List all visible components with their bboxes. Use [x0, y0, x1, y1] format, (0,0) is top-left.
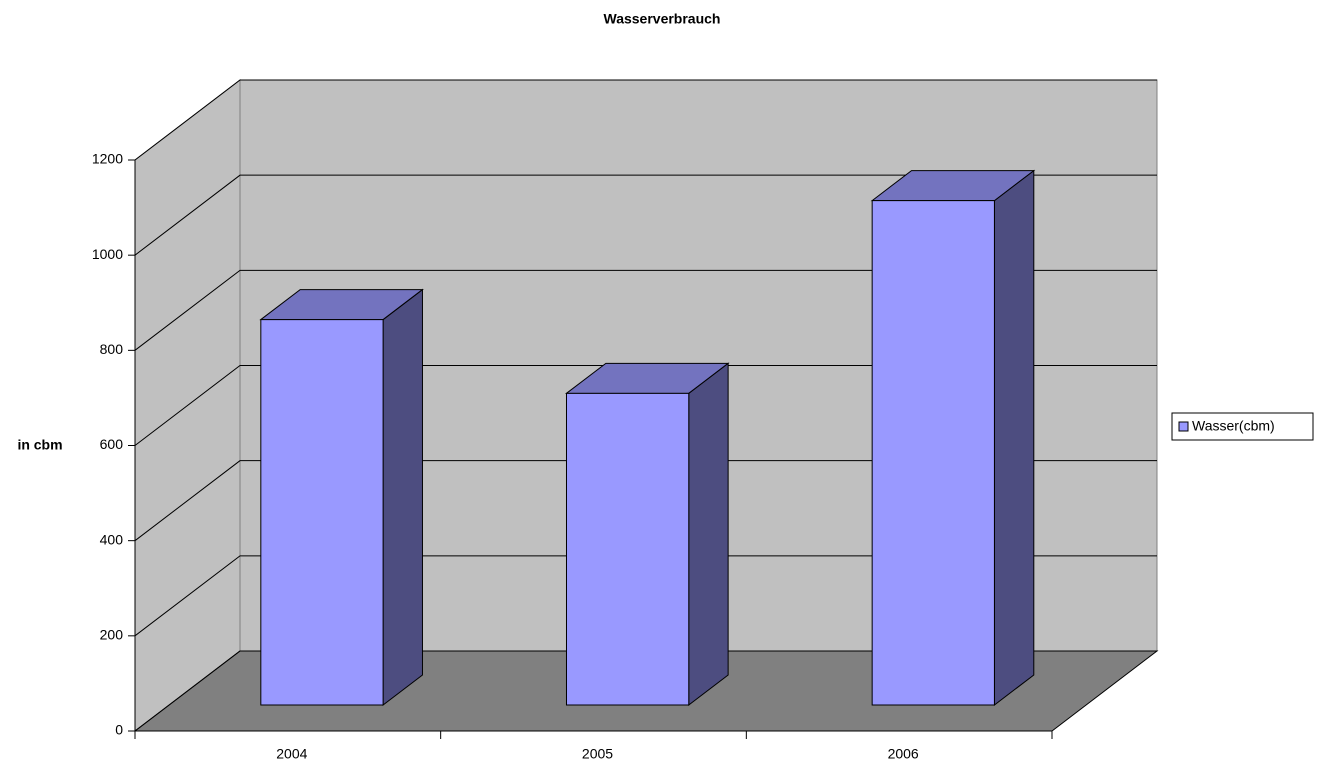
legend-box [1171, 412, 1314, 441]
grid-line [134, 174, 1157, 256]
y-tick-label: 600 [100, 436, 124, 452]
bar-side [993, 169, 1035, 707]
bar-front [871, 200, 995, 706]
y-axis-label: in cbm [17, 437, 62, 453]
bar-front [260, 319, 384, 706]
bar-side [382, 288, 423, 707]
y-tick-label: 800 [100, 341, 124, 357]
y-tick-label: 1200 [92, 151, 123, 167]
legend-swatch [1178, 421, 1189, 432]
bar [870, 169, 1036, 707]
x-tick-label: 2006 [888, 746, 919, 762]
bar-front [565, 392, 690, 706]
grid-line [134, 650, 1157, 732]
grid-line [134, 555, 1157, 637]
legend-label: Wasser(cbm) [1192, 418, 1275, 434]
chart-title: Wasserverbrauch [604, 11, 721, 27]
grid-line [134, 365, 1157, 446]
bar [565, 362, 730, 707]
grid-line [134, 460, 1157, 542]
y-tick-label: 400 [100, 531, 124, 547]
x-tick-label: 2005 [582, 746, 613, 762]
y-tick-label: 0 [115, 722, 123, 738]
grid-line [134, 79, 1157, 161]
y-tick-label: 1000 [92, 246, 123, 262]
y-tick-label: 200 [100, 627, 124, 643]
bar [259, 288, 424, 707]
bar-side [688, 362, 729, 707]
x-tick-label: 2004 [276, 746, 307, 762]
grid-line [134, 269, 1157, 351]
